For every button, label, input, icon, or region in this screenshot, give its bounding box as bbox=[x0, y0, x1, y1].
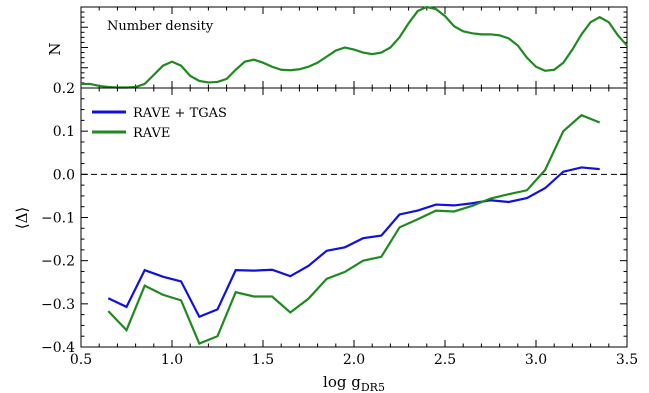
legend-label-rave-tgas: RAVE + TGAS bbox=[133, 106, 227, 121]
y-tick-label: 0.1 bbox=[53, 124, 75, 140]
rave-tgas-series-line bbox=[107, 166, 600, 319]
top-panel-ticks bbox=[80, 6, 628, 89]
x-tick-label: 0.5 bbox=[70, 352, 92, 368]
y-tick-label: −0.1 bbox=[41, 211, 75, 227]
number-density-annotation: Number density bbox=[107, 19, 214, 34]
top-y-tick-labels: 0.2 bbox=[53, 81, 75, 97]
x-axis-title-main: log g bbox=[323, 373, 361, 391]
top-y-axis-title: N bbox=[46, 42, 64, 55]
top-y-tick-label: 0.2 bbox=[53, 81, 75, 97]
y-tick-label: 0.0 bbox=[53, 167, 75, 183]
bottom-panel-ticks bbox=[80, 87, 628, 348]
y-tick-label: −0.2 bbox=[41, 254, 75, 270]
bottom-y-tick-labels: −0.4 −0.3 −0.2 −0.1 0.0 0.1 bbox=[41, 124, 75, 356]
y-tick-label: −0.3 bbox=[41, 297, 75, 313]
y-tick-label: −0.4 bbox=[41, 340, 75, 356]
bottom-series-lines bbox=[107, 113, 601, 345]
x-axis-title: log gDR5 bbox=[323, 373, 385, 393]
x-tick-label: 1.5 bbox=[252, 352, 274, 368]
x-tick-label: 2.5 bbox=[434, 352, 456, 368]
x-tick-label: 1.0 bbox=[161, 352, 183, 368]
number-density-line bbox=[81, 5, 628, 89]
x-tick-label: 3.0 bbox=[525, 352, 547, 368]
legend-label-rave: RAVE bbox=[133, 126, 170, 141]
bottom-y-axis-title: ⟨Δ⟩ bbox=[13, 207, 31, 230]
x-axis-title-subscript: DR5 bbox=[361, 381, 385, 393]
x-tick-labels: 0.5 1.0 1.5 2.0 2.5 3.0 3.5 bbox=[70, 352, 638, 368]
x-tick-label: 3.5 bbox=[616, 352, 638, 368]
legend: RAVE + TGAS RAVE bbox=[92, 106, 227, 141]
top-panel: Number density N 0.2 bbox=[46, 5, 628, 97]
bottom-panel: −0.4 −0.3 −0.2 −0.1 0.0 0.1 0.5 1.0 1.5 2.0 2.5 3.… bbox=[13, 87, 638, 393]
x-tick-label: 2.0 bbox=[343, 352, 365, 368]
rave-series-line bbox=[107, 113, 601, 345]
